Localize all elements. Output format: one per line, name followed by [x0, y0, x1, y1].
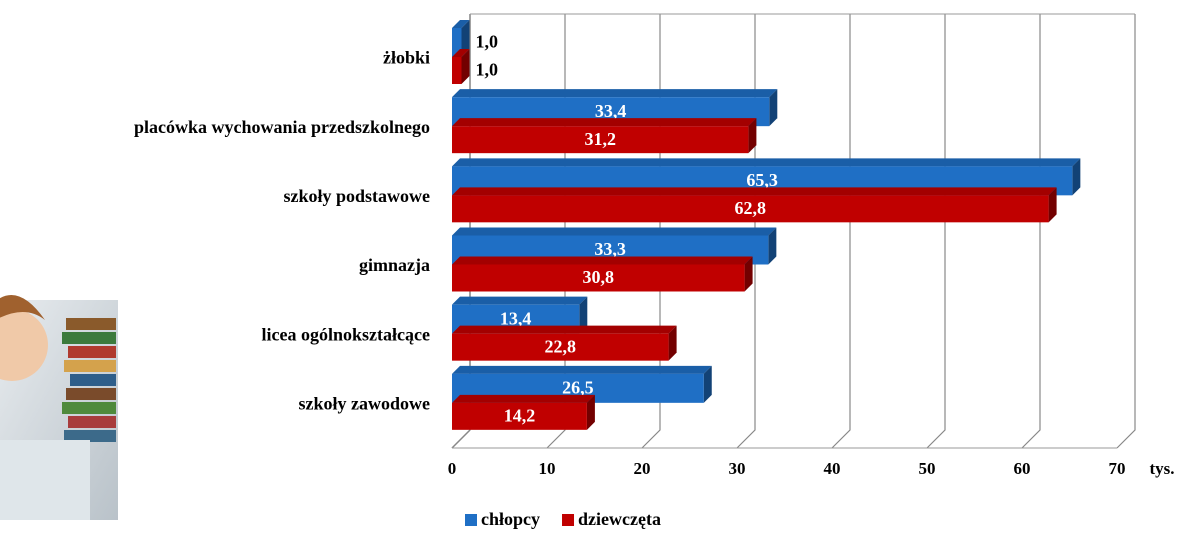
bar-top [452, 158, 1080, 166]
value-label: 62,8 [735, 198, 767, 218]
value-label: 33,4 [595, 101, 627, 121]
category-label: licea ogólnokształcące [262, 324, 430, 344]
illustration [0, 295, 118, 520]
bar-top [452, 297, 587, 305]
legend-label: dziewczęta [578, 509, 661, 529]
x-tick-label: 30 [729, 459, 746, 478]
bar-front [452, 57, 462, 84]
legend-swatch [465, 514, 477, 526]
bar-top [452, 89, 777, 97]
bar-top [452, 118, 756, 126]
bar-top [452, 366, 712, 374]
x-tick-label: 50 [919, 459, 936, 478]
x-tick-label: 20 [634, 459, 651, 478]
value-label: 14,2 [504, 405, 536, 425]
category-label: gimnazja [359, 255, 430, 275]
x-tick-label: 40 [824, 459, 841, 478]
value-label: 65,3 [746, 170, 778, 190]
value-label: 13,4 [500, 308, 532, 328]
category-label: szkoły podstawowe [283, 186, 430, 206]
value-label: 26,5 [562, 377, 594, 397]
value-label: 33,3 [594, 239, 626, 259]
value-label: 1,0 [476, 60, 499, 80]
category-label: szkoły zawodowe [299, 394, 431, 414]
value-label: 31,2 [584, 129, 616, 149]
legend-label: chłopcy [481, 509, 540, 529]
grid-line [1117, 14, 1135, 448]
grid-line [832, 14, 850, 448]
grid-line [1022, 14, 1040, 448]
chart: tys. 0 10 20 30 40 50 60 70 żłobki 1,0 1,0 placówka… [0, 0, 1184, 536]
x-tick-label: 10 [539, 459, 556, 478]
bar-top [452, 326, 677, 334]
x-tick-label: 70 [1109, 459, 1126, 478]
category-label: placówka wychowania przedszkolnego [134, 117, 430, 137]
x-unit: tys. [1149, 459, 1174, 478]
bar-top [452, 395, 595, 403]
value-label: 22,8 [545, 336, 577, 356]
bar-top [452, 257, 753, 265]
grid-line [927, 14, 945, 448]
x-tick-label: 0 [448, 459, 457, 478]
x-tick-label: 60 [1014, 459, 1031, 478]
bar-top [452, 187, 1057, 195]
legend-swatch [562, 514, 574, 526]
category-label: żłobki [383, 48, 430, 68]
bar-top [452, 228, 776, 236]
value-label: 1,0 [476, 32, 499, 52]
value-label: 30,8 [583, 267, 615, 287]
